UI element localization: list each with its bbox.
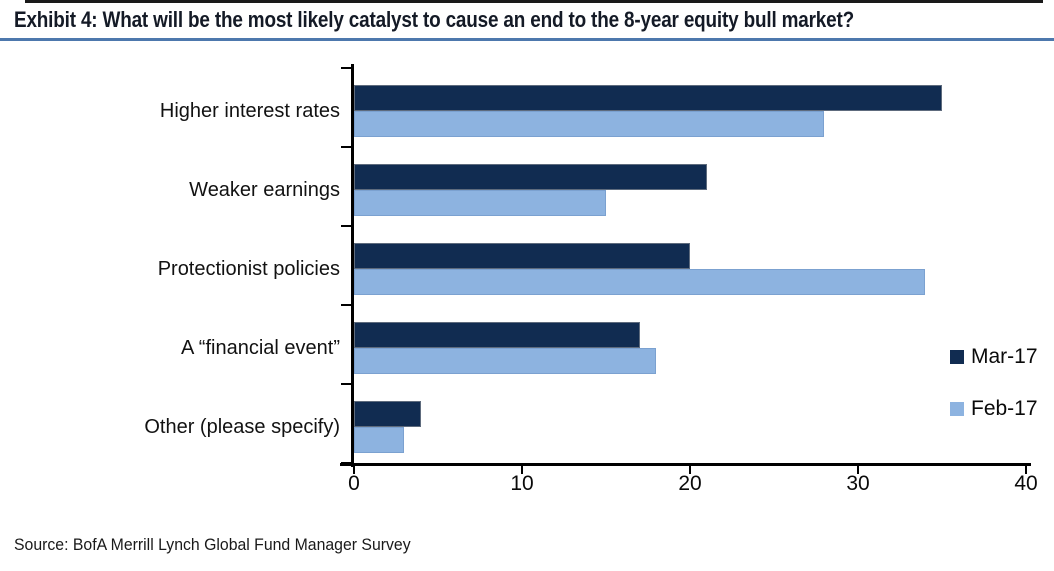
legend-swatch-feb-17 (950, 402, 964, 416)
x-axis-tick-label-30: 30 (846, 472, 870, 495)
x-axis-tick-label-20: 20 (678, 472, 702, 495)
bar-feb-17-a-financial-event- (354, 348, 657, 374)
legend-swatch-mar-17 (950, 350, 964, 364)
plot-area: Mar-17 Feb-17 (340, 64, 1038, 474)
legend-item-mar-17: Mar-17 (950, 345, 1038, 369)
category-label-other-please-specify-: Other (please specify) (144, 416, 340, 438)
source-note: Source: BofA Merrill Lynch Global Fund M… (14, 535, 411, 554)
y-axis-tick (341, 383, 352, 385)
category-label-higher-interest-rates: Higher interest rates (159, 100, 340, 122)
x-axis-tick-label-0: 0 (348, 472, 360, 495)
legend: Mar-17 Feb-17 (950, 345, 1038, 421)
legend-label-mar-17: Mar-17 (971, 345, 1038, 368)
bar-feb-17-weaker-earnings (354, 190, 606, 216)
y-axis-line (351, 64, 354, 467)
category-label-a-financial-event-: A “financial event” (181, 337, 340, 359)
y-axis-tick (341, 67, 352, 69)
x-axis-tick (1025, 466, 1027, 474)
exhibit-title: Exhibit 4: What will be the most likely … (14, 7, 855, 32)
x-axis-tick (689, 466, 691, 474)
x-axis-tick-label-10: 10 (510, 472, 534, 495)
category-label-protectionist-policies: Protectionist policies (157, 258, 340, 280)
y-axis-tick (341, 146, 352, 148)
bar-feb-17-higher-interest-rates (354, 111, 825, 137)
bar-mar-17-higher-interest-rates (354, 85, 942, 111)
bar-mar-17-other-please-specify- (354, 401, 422, 427)
top-rule (25, 0, 1043, 3)
x-axis-line (340, 463, 1031, 466)
bar-mar-17-weaker-earnings (354, 164, 707, 190)
x-axis-tick (521, 466, 523, 474)
category-axis: Higher interest rates Weaker earnings Prot… (0, 68, 340, 463)
y-axis-tick (341, 225, 352, 227)
legend-item-feb-17: Feb-17 (950, 397, 1038, 421)
bar-mar-17-a-financial-event- (354, 322, 640, 348)
x-axis-tick (353, 466, 355, 474)
category-label-weaker-earnings: Weaker earnings (189, 179, 340, 201)
x-axis: 0 10 20 30 40 (348, 472, 1038, 498)
x-axis-tick (857, 466, 859, 474)
legend-label-feb-17: Feb-17 (971, 397, 1038, 420)
bar-feb-17-other-please-specify- (354, 427, 405, 453)
y-axis-tick (341, 304, 352, 306)
x-axis-tick-label-40: 40 (1014, 472, 1038, 495)
bar-feb-17-protectionist-policies (354, 269, 926, 295)
title-underline (0, 38, 1054, 41)
y-axis-tick (341, 462, 352, 464)
bar-mar-17-protectionist-policies (354, 243, 690, 269)
